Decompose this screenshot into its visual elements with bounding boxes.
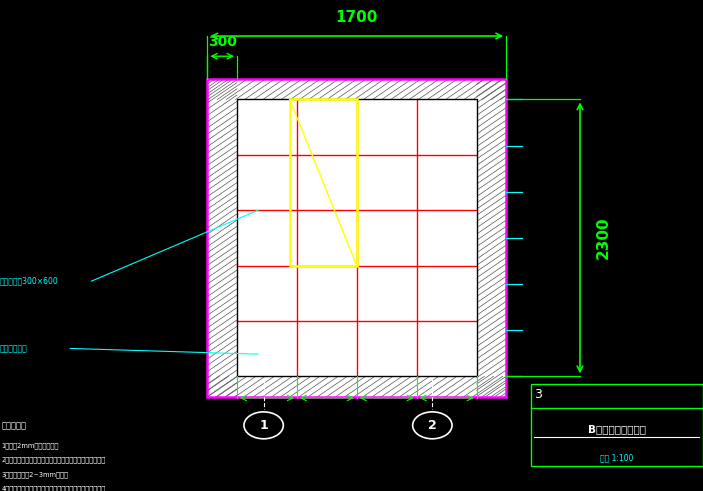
Text: 比例 1:100: 比例 1:100 [600,453,633,462]
Text: 2、卫生间墙砖对缝，墙砖从进门两边阴角起步阴湿区排展: 2、卫生间墙砖对缝，墙砖从进门两边阴角起步阴湿区排展 [1,457,105,463]
Text: 3、墙砖阴角做2~3mm倒角度: 3、墙砖阴角做2~3mm倒角度 [1,471,68,478]
Text: 2: 2 [428,419,437,432]
Bar [207,376,506,397]
Bar [477,80,506,397]
Text: 3: 3 [534,388,542,401]
Bar [207,80,506,397]
Bar [207,80,506,100]
Text: 1、缝宽2mm，白水泥勾缝: 1、缝宽2mm，白水泥勾缝 [1,442,59,449]
Bar [207,80,237,397]
Text: 排砖现场尺寸: 排砖现场尺寸 [0,344,27,353]
Text: 2300: 2300 [595,217,610,259]
Text: 300: 300 [207,34,237,49]
Bar [290,100,356,266]
Text: B户公卫墙砖排版图: B户公卫墙砖排版图 [588,425,646,435]
Bar [237,100,477,376]
Text: 1: 1 [259,419,268,432]
Text: 4、卫生间同一侧墙砖位置不应出现两块小于砖宽平行靠边: 4、卫生间同一侧墙砖位置不应出现两块小于砖宽平行靠边 [1,486,105,491]
Text: 卫生间墙砖300×600: 卫生间墙砖300×600 [0,276,59,286]
Bar [531,384,703,466]
Text: 排砖说明：: 排砖说明： [1,421,27,430]
Bar [237,100,477,376]
Text: 1700: 1700 [335,10,378,26]
